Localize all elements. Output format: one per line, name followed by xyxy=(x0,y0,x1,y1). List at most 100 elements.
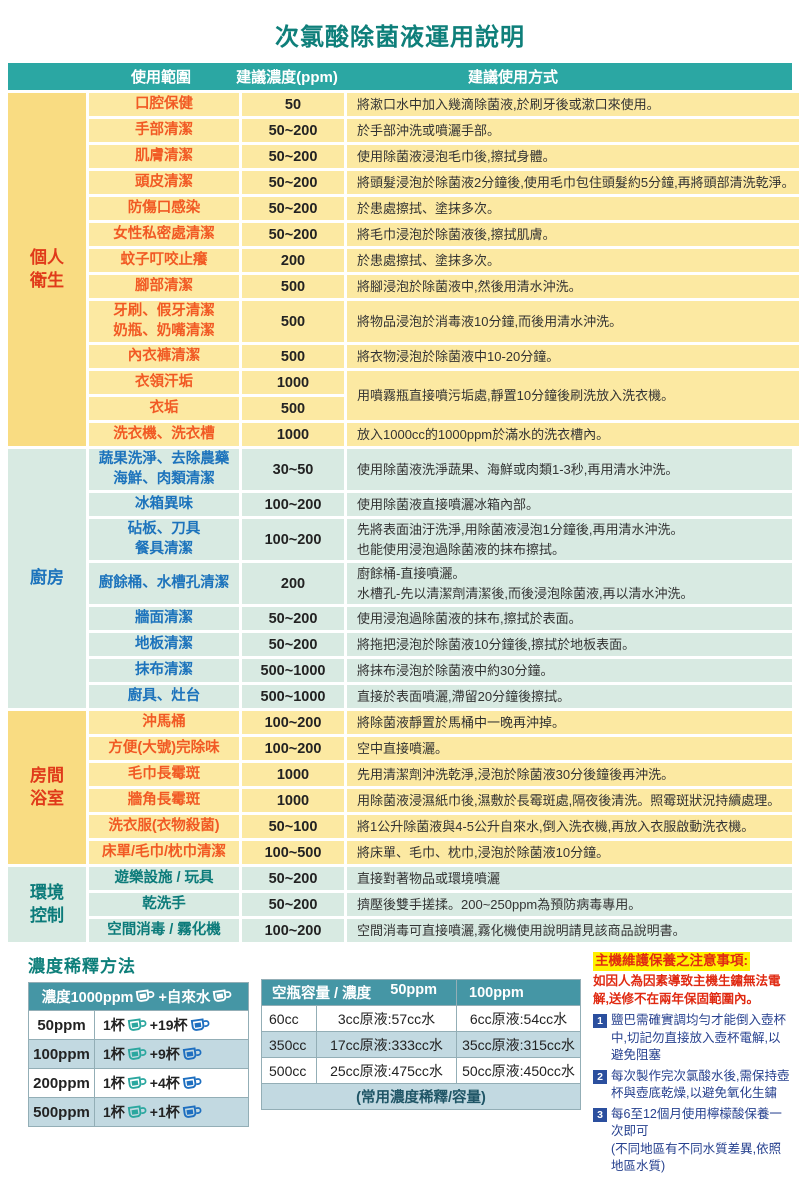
dilution-mix-cell: 1杯 +19杯 xyxy=(94,1010,249,1041)
ppm-cell: 100~200 xyxy=(242,493,344,517)
dilution-row: 500ppm 1杯 +1杯 xyxy=(28,1097,249,1128)
dilution-target-ppm: 50ppm xyxy=(28,1010,95,1041)
scope-cell: 地板清潔 xyxy=(89,633,239,657)
method-cell: 於患處擦拭、塗抹多次。 xyxy=(347,197,799,220)
table-section: 廚房 蔬果洗淨、去除農藥 海鮮、肉類清潔 30~50 使用除菌液洗淨蔬果、海鮮或肉類1-… xyxy=(8,449,792,709)
category-cell: 房間 浴室 xyxy=(8,711,86,865)
scope-cell: 遊樂設施 / 玩具 xyxy=(89,867,239,891)
dilution-water-amount: +4杯 xyxy=(149,1075,180,1092)
notes-warning: 如因人為因素導致主機生鏽無法電解,送修不在兩年保固範圍內。 xyxy=(593,973,792,1008)
scope-cell: 乾洗手 xyxy=(89,893,239,917)
method-cell: 放入1000cc的1000ppm於滿水的洗衣槽內。 xyxy=(347,423,799,447)
dilution-water-amount: +19杯 xyxy=(149,1017,188,1034)
scope-cell: 手部清潔 xyxy=(89,119,239,142)
dilution-table-header: 濃度1000ppm +自來水 xyxy=(28,982,249,1012)
dilution-table: 濃度1000ppm +自來水 50ppm 1杯 +19杯 100ppm 1杯 +9杯 200p… xyxy=(28,982,249,1128)
note-number-badge: 3 xyxy=(593,1107,607,1122)
bottle-recipe-50ppm: 17cc原液:333cc水 xyxy=(316,1031,457,1059)
scope-cell: 洗衣服(衣物殺菌) xyxy=(89,815,239,839)
original-solution-cup-icon xyxy=(127,1075,148,1094)
bottle-recipe-50ppm: 25cc原液:475cc水 xyxy=(316,1057,457,1085)
method-cell: 先將表面油汙洗淨,用除菌液浸泡1分鐘後,再用清水沖洗。 也能使用浸泡過除菌液的抹布… xyxy=(347,519,792,561)
method-cell: 將物品浸泡於消毒液10分鐘,而後用清水沖洗。 xyxy=(347,301,799,343)
dilution-row: 50ppm 1杯 +19杯 xyxy=(28,1010,249,1041)
scope-cell: 衣領汗垢 xyxy=(89,371,239,395)
bottle-row: 60cc 3cc原液:57cc水 6cc原液:54cc水 xyxy=(261,1005,581,1033)
bottle-row: 500cc 25cc原液:475cc水 50cc原液:450cc水 xyxy=(261,1057,581,1085)
notes-warning-prefix: 如因 xyxy=(593,974,619,989)
ppm-cell: 100~200 xyxy=(242,919,344,943)
method-cell: 將衣物浸泡於除菌液中10-20分鐘。 xyxy=(347,345,799,369)
dilution-block: 濃度稀釋方法 濃度1000ppm +自來水 50ppm 1杯 +19杯 100ppm 1杯… xyxy=(28,952,249,1128)
original-solution-cup-icon xyxy=(127,1017,148,1036)
scope-cell: 肌膚清潔 xyxy=(89,145,239,168)
scope-cell: 空間消毒 / 霧化機 xyxy=(89,919,239,943)
scope-cell: 頭皮清潔 xyxy=(89,171,239,194)
ppm-cell: 50~200 xyxy=(242,145,344,168)
ppm-cell: 100~200 xyxy=(242,711,344,735)
method-cell: 擠壓後雙手搓揉。200~250ppm為預防病毒專用。 xyxy=(347,893,792,917)
ppm-cell: 50~100 xyxy=(242,815,344,839)
method-cell: 空間消毒可直接噴灑,霧化機使用說明請見該商品說明書。 xyxy=(347,919,792,943)
ppm-cell: 50~200 xyxy=(242,119,344,142)
method-cell: 於手部沖洗或噴灑手部。 xyxy=(347,119,799,142)
header-recommended-ppm: 建議濃度(ppm) xyxy=(236,69,338,86)
scope-cell: 毛巾長霉斑 xyxy=(89,763,239,787)
ppm-cell: 50~200 xyxy=(242,197,344,220)
ppm-cell: 500 xyxy=(242,397,344,421)
method-cell: 用除菌液浸濕紙巾後,濕敷於長霉斑處,隔夜後清洗。照霉斑狀況持續處理。 xyxy=(347,789,792,813)
bottle-table-footer: (常用濃度稀釋/容量) xyxy=(261,1083,581,1111)
ppm-cell: 500 xyxy=(242,345,344,369)
ppm-cell: 1000 xyxy=(242,763,344,787)
bottle-capacity: 500cc xyxy=(261,1057,317,1085)
usage-table-body: 個人 衛生 口腔保健 50 將漱口水中加入幾滴除菌液,於刷牙後或漱口來使用。 手部清潔 50… xyxy=(8,93,799,943)
maintenance-notes: 主機維護保養之注意事項: 如因人為因素導致主機生鏽無法電解,送修不在兩年保固範圍… xyxy=(593,952,792,1178)
ppm-cell: 50~200 xyxy=(242,607,344,631)
method-cell: 將漱口水中加入幾滴除菌液,於刷牙後或漱口來使用。 xyxy=(347,93,799,116)
ppm-cell: 500~1000 xyxy=(242,685,344,709)
bottle-capacity: 60cc xyxy=(261,1005,317,1033)
method-cell: 將毛巾浸泡於除菌液後,擦拭肌膚。 xyxy=(347,223,799,246)
ppm-cell: 50~200 xyxy=(242,171,344,194)
tap-water-cup-icon xyxy=(182,1075,203,1094)
scope-cell: 女性私密處清潔 xyxy=(89,223,239,246)
notes-warning-bold: 人為因素 xyxy=(618,974,669,989)
dilution-original-amount: 1杯 xyxy=(103,1075,125,1092)
category-cell: 個人 衛生 xyxy=(8,93,86,447)
scope-cell: 砧板、刀具 餐具清潔 xyxy=(89,519,239,561)
bottle-dilution-block: 空瓶容量 / 濃度 50ppm 100ppm 60cc 3cc原液:57cc水 6cc… xyxy=(261,952,581,1111)
scope-cell: 牆面清潔 xyxy=(89,607,239,631)
scope-cell: 抹布清潔 xyxy=(89,659,239,683)
notes-heading: 主機維護保養之注意事項: xyxy=(593,952,750,972)
method-cell: 用噴霧瓶直接噴污垢處,靜置10分鐘後刷洗放入洗衣機。 xyxy=(347,371,799,421)
dilution-water-amount: +9杯 xyxy=(149,1046,180,1063)
note-number-badge: 2 xyxy=(593,1069,607,1084)
category-cell: 廚房 xyxy=(8,449,86,709)
scope-cell: 腳部清潔 xyxy=(89,275,239,298)
ppm-cell: 1000 xyxy=(242,371,344,395)
original-solution-cup-icon xyxy=(127,1046,148,1065)
usage-table-header: 使用範圍 建議濃度(ppm) 建議使用方式 xyxy=(8,63,792,90)
method-cell: 將腳浸泡於除菌液中,然後用清水沖洗。 xyxy=(347,275,799,298)
ppm-cell: 500~1000 xyxy=(242,659,344,683)
ppm-cell: 50 xyxy=(242,93,344,116)
scope-cell: 防傷口感染 xyxy=(89,197,239,220)
dilution-mix-cell: 1杯 +4杯 xyxy=(94,1068,249,1099)
note-item: 1 鹽巴需確實調均勻才能倒入壺杯中,切記勿直接放入壺杯電解,以避免阻塞 xyxy=(593,1012,792,1065)
scope-cell: 床單/毛巾/枕巾清潔 xyxy=(89,841,239,865)
method-cell: 將拖把浸泡於除菌液10分鐘後,擦拭於地板表面。 xyxy=(347,633,792,657)
scope-cell: 蔬果洗淨、去除農藥 海鮮、肉類清潔 xyxy=(89,449,239,491)
method-cell: 先用清潔劑沖洗乾淨,浸泡於除菌液30分後鐘後再沖洗。 xyxy=(347,763,792,787)
header-usage-method: 建議使用方式 xyxy=(468,69,559,86)
bottom-area: 濃度稀釋方法 濃度1000ppm +自來水 50ppm 1杯 +19杯 100ppm 1杯… xyxy=(28,952,792,1178)
dilution-row: 100ppm 1杯 +9杯 xyxy=(28,1039,249,1070)
bottle-recipe-100ppm: 50cc原液:450cc水 xyxy=(456,1057,581,1085)
dilution-header-original-label: 濃度1000ppm xyxy=(41,990,134,1007)
ppm-cell: 100~200 xyxy=(242,519,344,561)
method-cell: 廚餘桶-直接噴灑。 水槽孔-先以清潔劑清潔後,而後浸泡除菌液,再以清水沖洗。 xyxy=(347,563,792,605)
ppm-cell: 500 xyxy=(242,301,344,343)
method-cell: 將頭髮浸泡於除菌液2分鐘後,使用毛巾包住頭髮約5分鐘,再將頭部清洗乾淨。 xyxy=(347,171,799,194)
bottle-header-50ppm: 50ppm xyxy=(390,982,437,999)
method-cell: 將床單、毛巾、枕巾,浸泡於除菌液10分鐘。 xyxy=(347,841,792,865)
original-solution-cup-icon xyxy=(135,988,156,1008)
